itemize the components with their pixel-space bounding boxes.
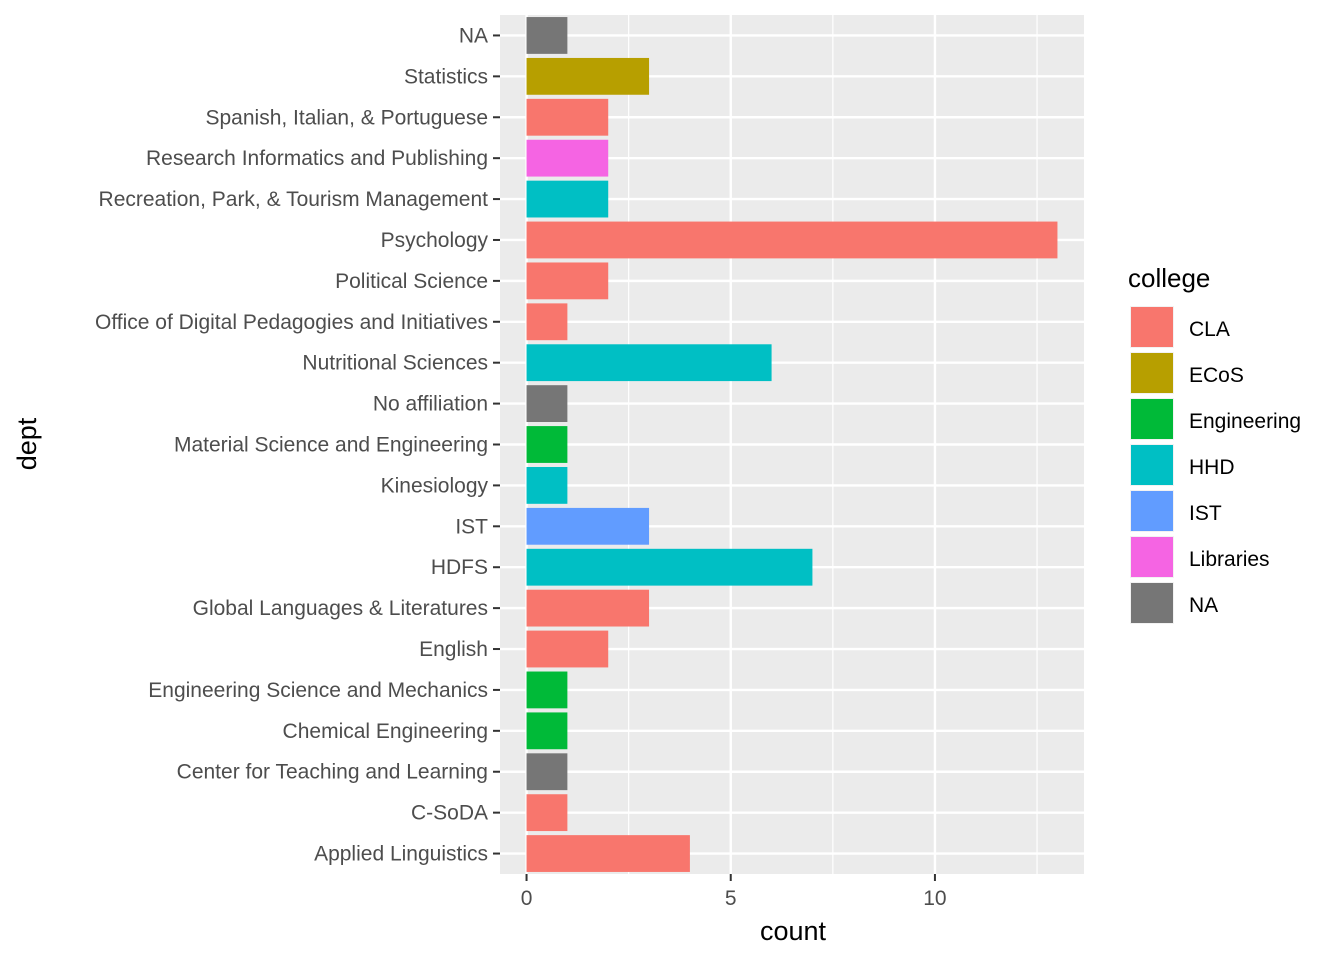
bar (526, 794, 568, 832)
bar (526, 180, 609, 218)
legend-swatch (1131, 399, 1173, 439)
bar (526, 303, 568, 341)
bar (526, 589, 650, 627)
legend-label: NA (1189, 594, 1218, 617)
legend-label: CLA (1189, 318, 1230, 341)
bar (526, 426, 568, 463)
x-axis: 0 5 10 (521, 874, 947, 910)
y-tick-label: Spanish, Italian, & Portuguese (205, 106, 488, 129)
y-tick-label: Recreation, Park, & Tourism Management (99, 188, 489, 211)
y-tick-label: Office of Digital Pedagogies and Initiat… (95, 311, 488, 334)
bar (526, 262, 609, 300)
bar (526, 344, 772, 382)
legend-swatch (1131, 445, 1173, 485)
y-tick-label: NA (459, 24, 488, 47)
bar (526, 466, 568, 504)
bar (526, 630, 609, 668)
y-tick-label: Applied Linguistics (314, 843, 488, 866)
bar (526, 98, 609, 136)
y-tick-label: Statistics (404, 65, 488, 88)
y-tick-label: Nutritional Sciences (302, 352, 488, 375)
legend-label: IST (1189, 502, 1222, 525)
y-tick-label: Psychology (381, 229, 489, 252)
bar (526, 712, 568, 750)
legend-swatch (1131, 307, 1173, 347)
y-tick-label: HDFS (431, 556, 488, 579)
bar (526, 17, 568, 54)
bar (526, 753, 568, 791)
x-tick-label: 5 (725, 887, 737, 910)
legend-label: ECoS (1189, 364, 1244, 387)
x-tick-label: 0 (521, 887, 533, 910)
y-tick-label: Research Informatics and Publishing (146, 147, 488, 170)
y-axis: NA Statistics Spanish, Italian, & Portugue… (95, 24, 500, 866)
y-axis-title: dept (12, 417, 42, 470)
y-tick-label: Chemical Engineering (283, 720, 488, 743)
legend-swatch (1131, 353, 1173, 393)
x-axis-title: count (760, 916, 827, 946)
y-tick-label: Center for Teaching and Learning (177, 761, 488, 784)
bar (526, 835, 690, 872)
bar (526, 139, 609, 177)
bar (526, 507, 650, 545)
y-tick-label: English (419, 638, 488, 661)
legend-swatch (1131, 583, 1173, 623)
legend-label: Engineering (1189, 410, 1301, 433)
legend: college CLA ECoS Engineering HHD IST Librarie… (1128, 263, 1301, 624)
legend-label: Libraries (1189, 548, 1270, 571)
y-tick-label: Global Languages & Literatures (193, 597, 488, 620)
y-tick-label: IST (455, 515, 488, 538)
bar (526, 221, 1058, 259)
y-tick-label: C-SoDA (411, 802, 488, 825)
legend-label: HHD (1189, 456, 1235, 479)
legend-title: college (1128, 263, 1210, 293)
bar (526, 57, 650, 95)
x-tick-label: 10 (923, 887, 946, 910)
bar (526, 385, 568, 423)
bar (526, 548, 813, 586)
y-tick-label: Political Science (335, 270, 488, 293)
legend-swatch (1131, 537, 1173, 577)
y-tick-label: Material Science and Engineering (174, 434, 488, 457)
bar (526, 671, 568, 709)
y-tick-label: Kinesiology (381, 474, 489, 497)
y-tick-label: No affiliation (373, 393, 488, 416)
y-tick-label: Engineering Science and Mechanics (148, 679, 488, 702)
legend-swatch (1131, 491, 1173, 531)
bars (526, 17, 1058, 872)
